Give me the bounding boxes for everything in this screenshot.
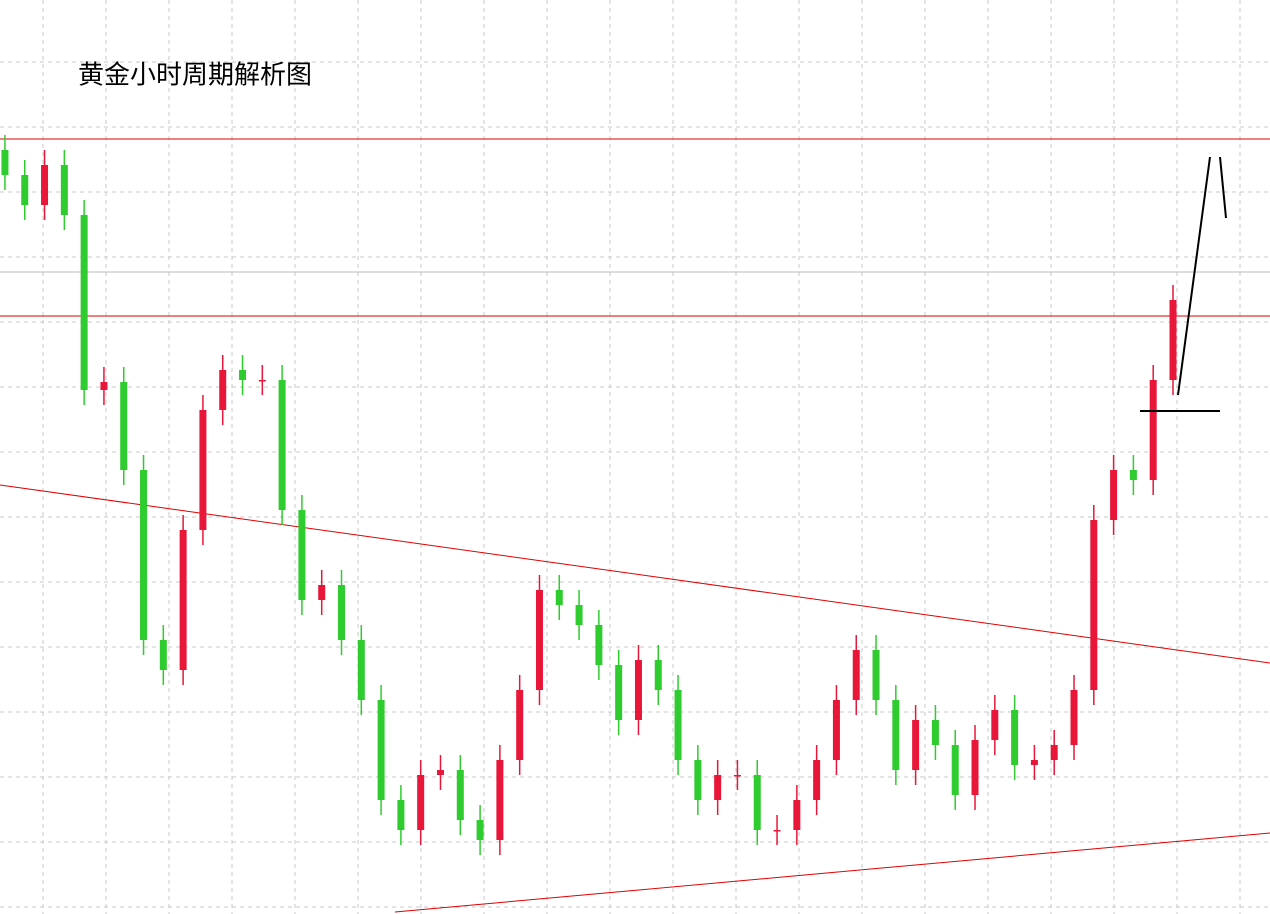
candle-body [278, 380, 286, 510]
candle-body [872, 650, 880, 700]
candle-body [318, 585, 326, 600]
candle-body [436, 770, 444, 775]
candle-body [832, 700, 840, 760]
candle-body [555, 590, 563, 605]
candle-body [1169, 300, 1177, 380]
candle-body [951, 745, 959, 795]
drawn-line [1177, 156, 1211, 396]
candle-body [199, 410, 207, 530]
candle-body [159, 640, 167, 670]
candle-body [1011, 710, 1019, 765]
candle-body [575, 605, 583, 625]
candle-body [753, 775, 761, 830]
candle-body [1090, 520, 1098, 690]
candle-body [357, 640, 365, 700]
candle-body [1149, 380, 1157, 480]
candle-body [1, 150, 9, 175]
candle-body [615, 665, 623, 720]
candle-body [535, 590, 543, 690]
candle-body [813, 760, 821, 800]
candle-body [912, 720, 920, 770]
candle-body [1110, 470, 1118, 520]
candle-body [634, 660, 642, 720]
chart-title: 黄金小时周期解析图 [78, 61, 312, 91]
candle-body [1070, 690, 1078, 745]
candle-body [674, 690, 682, 760]
drawn-line [1219, 156, 1227, 219]
candle-body [338, 585, 346, 640]
candle-body [120, 382, 128, 470]
candle-body [892, 700, 900, 770]
candle-body [1129, 470, 1137, 480]
candle-body [377, 700, 385, 800]
candle-body [733, 775, 741, 777]
candle-body [694, 760, 702, 800]
candle-body [1030, 760, 1038, 765]
candle-body [476, 820, 484, 840]
candle-body [991, 710, 999, 740]
candle-body [654, 660, 662, 690]
candle-body [595, 625, 603, 665]
candle-body [971, 740, 979, 795]
candle-body [397, 800, 405, 830]
candle-body [1050, 745, 1058, 760]
trend-line [0, 484, 1270, 664]
candle-body [456, 770, 464, 820]
candle-body [179, 530, 187, 670]
candle-body [852, 650, 860, 700]
trend-line [394, 832, 1270, 913]
candle-body [80, 215, 88, 390]
candle-body [496, 760, 504, 840]
candle-body [516, 690, 524, 760]
candle-body [773, 830, 781, 832]
candle-body [931, 720, 939, 745]
candle-body [417, 775, 425, 830]
candle-body [793, 800, 801, 830]
candle-body [258, 380, 266, 382]
marks [0, 135, 1270, 855]
candle-body [298, 510, 306, 600]
candle-body [239, 370, 247, 380]
candle-body [100, 382, 108, 390]
candle-body [219, 370, 227, 410]
candle-body [60, 165, 68, 215]
candle-body [140, 470, 148, 640]
candle-body [21, 175, 29, 205]
candle-body [41, 165, 49, 205]
candle-body [714, 775, 722, 800]
